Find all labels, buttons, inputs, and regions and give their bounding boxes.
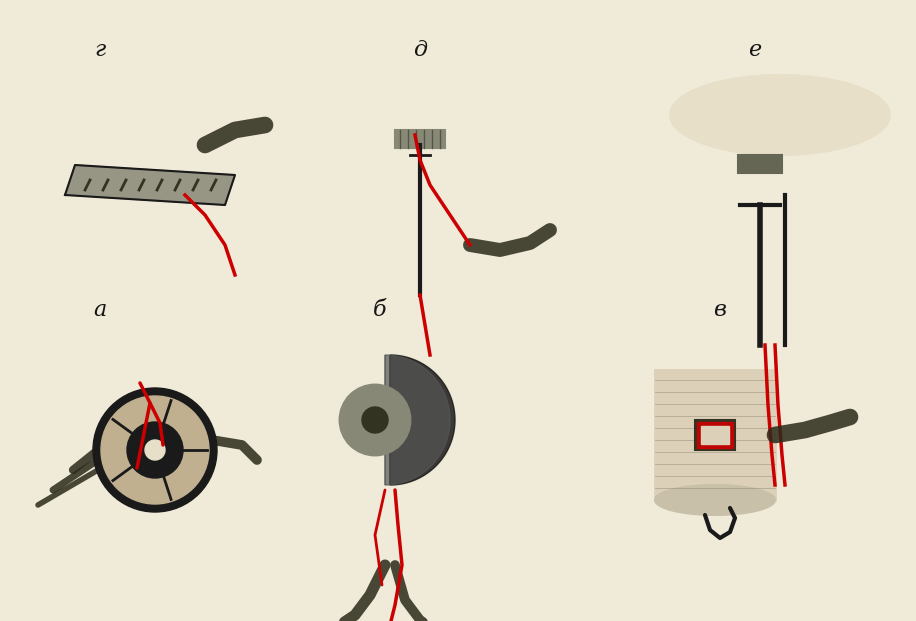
Text: а: а (93, 299, 106, 321)
Ellipse shape (655, 485, 775, 515)
Bar (697, 422, 733, 448)
Text: б: б (373, 299, 387, 321)
Circle shape (339, 384, 410, 456)
Bar (655, 370, 775, 500)
Bar (701, 426, 729, 444)
Text: в: в (714, 299, 726, 321)
Polygon shape (65, 165, 235, 205)
Bar (395, 130, 445, 148)
Text: д: д (413, 39, 427, 61)
Ellipse shape (670, 75, 890, 155)
Polygon shape (390, 355, 455, 485)
Circle shape (127, 422, 183, 478)
Circle shape (362, 407, 388, 433)
Bar (695, 420, 735, 450)
Text: г: г (94, 39, 105, 61)
Circle shape (101, 396, 209, 504)
Text: е: е (748, 39, 761, 61)
Polygon shape (385, 355, 450, 485)
Circle shape (93, 388, 217, 512)
Circle shape (145, 440, 165, 460)
Bar (738, 155, 782, 173)
